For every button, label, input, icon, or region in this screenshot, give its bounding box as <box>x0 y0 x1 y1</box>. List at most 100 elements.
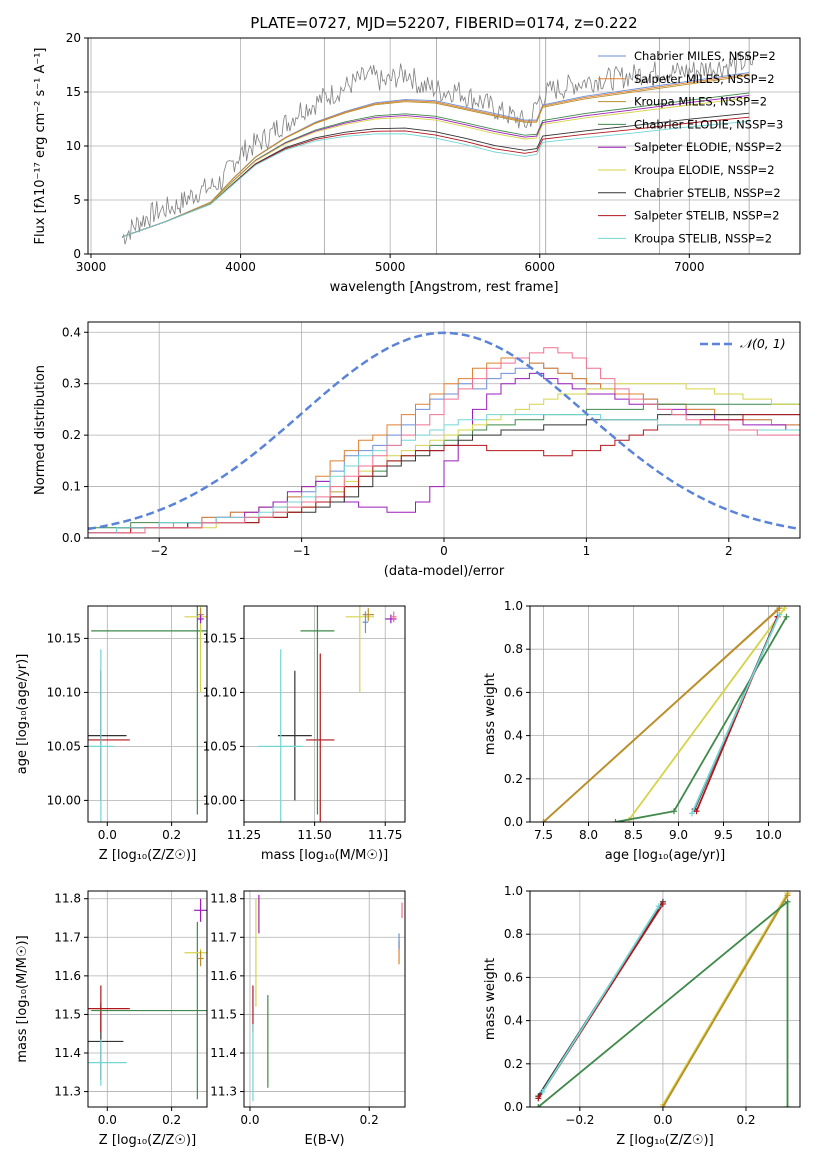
x-tick-label: 0.2 <box>162 1113 181 1127</box>
mass-weight-vs-age-panel: 7.5 8.0 8.5 9.0 9.5 10.0 0.0 0.2 0.4 0.6 0.8 1.0 age… <box>483 599 801 863</box>
legend-label: Kroupa ELODIE, NSSP=2 <box>634 163 775 177</box>
x-tick-label: 11.50 <box>297 828 331 842</box>
plot-frame <box>529 890 801 1108</box>
mass-vs-metallicity-panel: 0.0 0.2 11.3 11.4 11.5 11.6 11.7 11.8 Z [log₁₀(Z… <box>15 890 208 1148</box>
legend-label: Salpeter STELIB, NSSP=2 <box>634 209 780 223</box>
age-vs-mass-panel: 11.25 11.50 11.75 10.00 10.05 10.10 10.15 mass … <box>203 605 406 863</box>
y-tick-label: 20 <box>66 31 81 45</box>
y-tick-label: 11.4 <box>210 1046 237 1060</box>
y-tick-label: 5 <box>73 193 81 207</box>
y-tick-label: 0.8 <box>504 927 523 941</box>
plot-frame <box>87 605 208 823</box>
y-tick-label: 10.00 <box>203 793 237 807</box>
x-tick-label: 7.5 <box>534 828 553 842</box>
x-tick-label: 0.0 <box>653 1113 672 1127</box>
y-tick-label: 10.10 <box>203 685 237 699</box>
x-axis-label: mass [log₁₀(M/M☉)] <box>261 848 388 863</box>
y-tick-label: 0.2 <box>504 772 523 786</box>
x-axis-label: E(B-V) <box>304 1133 344 1148</box>
y-tick-label: 10.10 <box>47 685 81 699</box>
y-axis-label: Flux [fλ10⁻¹⁷ erg cm⁻² s⁻¹ A⁻¹] <box>33 48 48 245</box>
plot-area <box>88 331 800 534</box>
x-tick-label: 2 <box>725 544 733 558</box>
y-tick-label: 0.4 <box>62 325 81 339</box>
x-tick-label: −1 <box>293 544 311 558</box>
y-tick-label: 10.15 <box>47 631 81 645</box>
y-axis-label: mass [log₁₀(M/M☉)] <box>15 935 30 1062</box>
y-tick-label: 0 <box>73 247 81 261</box>
plot-area <box>252 894 403 1102</box>
y-axis-label: Normed distribution <box>33 365 48 495</box>
mass-weight-line <box>628 607 786 821</box>
x-tick-label: 3000 <box>76 260 107 274</box>
plot-area <box>88 898 207 1100</box>
y-axis-label: age [log₁₀(age/yr)] <box>15 654 30 775</box>
model-line <box>122 120 750 238</box>
y-tick-label: 0.2 <box>504 1057 523 1071</box>
y-axis-label: mass weight <box>483 673 498 755</box>
legend-label: Kroupa STELIB, NSSP=2 <box>634 231 772 245</box>
y-tick-label: 0.0 <box>62 531 81 545</box>
y-tick-label: 0.6 <box>504 970 523 984</box>
x-tick-label: 0.0 <box>98 828 117 842</box>
spectrum-data-line <box>122 51 754 245</box>
y-tick-label: 10 <box>66 139 81 153</box>
x-tick-label: 9.5 <box>714 828 733 842</box>
mass-weight-vs-metallicity-panel: −0.2 0.0 0.2 0.0 0.2 0.4 0.6 0.8 1.0 Z [log₁₀(Z/Z… <box>483 884 801 1148</box>
y-tick-label: 0.0 <box>504 815 523 829</box>
y-tick-label: 15 <box>66 85 81 99</box>
mass-vs-extinction-panel: 0.0 0.2 11.3 11.4 11.5 11.6 11.7 11.8 E(B-V) <box>210 890 406 1148</box>
y-tick-label: 11.6 <box>210 969 237 983</box>
y-tick-label: 0.4 <box>504 1014 523 1028</box>
plot-area <box>540 606 790 822</box>
y-tick-label: 0.3 <box>62 377 81 391</box>
x-tick-label: −0.2 <box>565 1113 594 1127</box>
y-tick-label: 10.00 <box>47 793 81 807</box>
histogram-step <box>88 347 800 534</box>
plot-area <box>535 891 791 1107</box>
legend-label: Chabrier ELODIE, NSSP=3 <box>634 117 783 131</box>
y-tick-label: 11.5 <box>210 1007 237 1021</box>
y-tick-label: 11.3 <box>210 1085 237 1099</box>
x-tick-label: 0 <box>440 544 448 558</box>
x-tick-label: 8.5 <box>624 828 643 842</box>
legend-label: Kroupa MILES, NSSP=2 <box>634 95 767 109</box>
y-tick-label: 11.6 <box>54 969 81 983</box>
x-tick-label: 0.0 <box>240 1113 259 1127</box>
plot-frame <box>243 605 406 823</box>
y-tick-label: 10.15 <box>203 631 237 645</box>
y-tick-label: 0.2 <box>62 428 81 442</box>
x-tick-label: 0.0 <box>98 1113 117 1127</box>
legend-label: Salpeter MILES, NSSP=2 <box>634 72 775 86</box>
figure-title: PLATE=0727, MJD=52207, FIBERID=0174, z=0… <box>250 14 637 32</box>
plot-area <box>88 606 207 822</box>
legend-label: Chabrier STELIB, NSSP=2 <box>634 186 781 200</box>
x-axis-label: age [log₁₀(age/yr)] <box>605 848 726 863</box>
y-tick-label: 11.7 <box>54 930 81 944</box>
y-tick-label: 11.7 <box>210 930 237 944</box>
legend-label: 𝒩(0, 1) <box>740 336 786 351</box>
x-tick-label: 1 <box>583 544 591 558</box>
y-tick-label: 0.1 <box>62 480 81 494</box>
plot-frame <box>243 890 406 1108</box>
x-tick-label: 6000 <box>524 260 555 274</box>
y-tick-label: 11.5 <box>54 1007 81 1021</box>
mass-weight-line <box>662 892 789 1106</box>
x-tick-label: 10.0 <box>755 828 782 842</box>
y-tick-label: 1.0 <box>504 599 523 613</box>
plot-area <box>258 606 397 822</box>
x-axis-label: Z [log₁₀(Z/Z☉)] <box>616 1133 713 1148</box>
y-tick-label: 0.4 <box>504 729 523 743</box>
y-tick-label: 11.3 <box>54 1085 81 1099</box>
x-tick-label: 11.75 <box>368 828 402 842</box>
x-tick-label: 9.0 <box>669 828 688 842</box>
y-tick-label: 0.6 <box>504 685 523 699</box>
x-tick-label: 4000 <box>225 260 256 274</box>
mass-weight-line <box>542 607 780 822</box>
mass-weight-line <box>662 894 789 1107</box>
y-tick-label: 1.0 <box>504 884 523 898</box>
x-tick-label: 5000 <box>375 260 406 274</box>
plot-area <box>122 38 754 254</box>
y-tick-label: 11.4 <box>54 1046 81 1060</box>
